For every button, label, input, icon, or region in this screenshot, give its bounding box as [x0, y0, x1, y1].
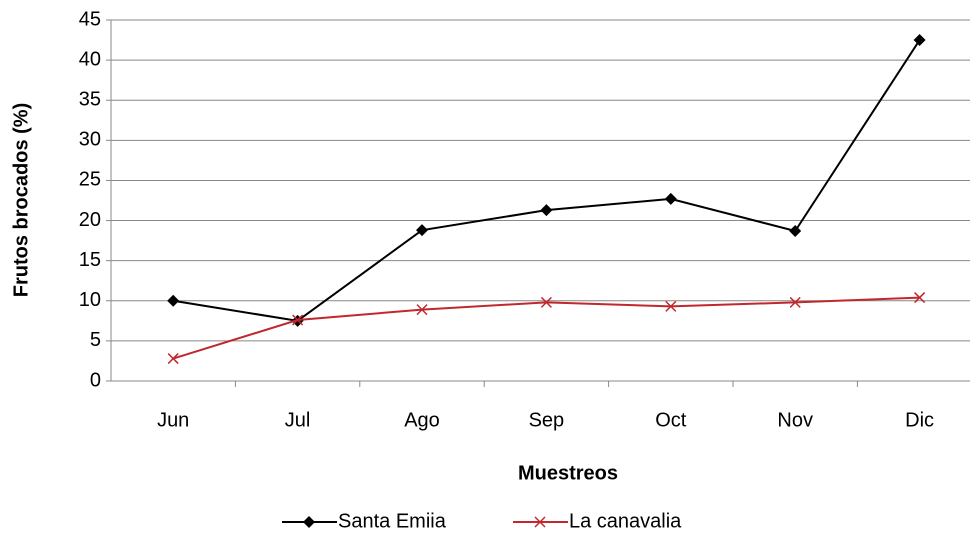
- x-tick-label: Jul: [285, 409, 311, 431]
- y-tick-label: 0: [90, 369, 101, 391]
- series-line: [172, 296, 920, 360]
- y-tick-label: 25: [79, 169, 101, 191]
- x-tick-label: Jun: [157, 409, 189, 431]
- marker: [664, 192, 677, 205]
- marker: [789, 296, 801, 308]
- marker: [789, 224, 802, 237]
- marker: [665, 300, 677, 312]
- marker: [534, 516, 546, 528]
- y-axis-label: Frutos brocados (%): [10, 103, 32, 297]
- legend-label: La canavalia: [569, 510, 682, 532]
- y-tick-label: 10: [79, 289, 101, 311]
- y-tick-label: 20: [79, 209, 101, 231]
- x-tick-label: Oct: [655, 409, 687, 431]
- marker: [416, 224, 428, 237]
- x-tick-label: Dic: [905, 409, 934, 431]
- y-tick-label: 45: [79, 8, 101, 30]
- marker: [167, 294, 180, 307]
- marker: [913, 34, 926, 47]
- marker: [914, 292, 926, 304]
- y-tick-label: 35: [79, 89, 101, 111]
- y-tick-label: 30: [79, 129, 101, 151]
- y-tick-label: 5: [90, 329, 101, 351]
- marker: [292, 314, 304, 326]
- x-tick-label: Sep: [529, 409, 565, 431]
- x-tick-label: Ago: [404, 409, 440, 431]
- x-tick-label: Nov: [777, 409, 813, 431]
- marker: [416, 304, 428, 316]
- marker: [303, 516, 315, 528]
- marker: [167, 353, 179, 365]
- x-axis-label: Muestreos: [518, 462, 618, 484]
- y-tick-label: 15: [79, 249, 101, 271]
- legend-label: Santa Emiia: [338, 510, 447, 532]
- marker: [540, 204, 553, 217]
- y-tick-label: 40: [79, 48, 101, 70]
- marker: [540, 296, 552, 308]
